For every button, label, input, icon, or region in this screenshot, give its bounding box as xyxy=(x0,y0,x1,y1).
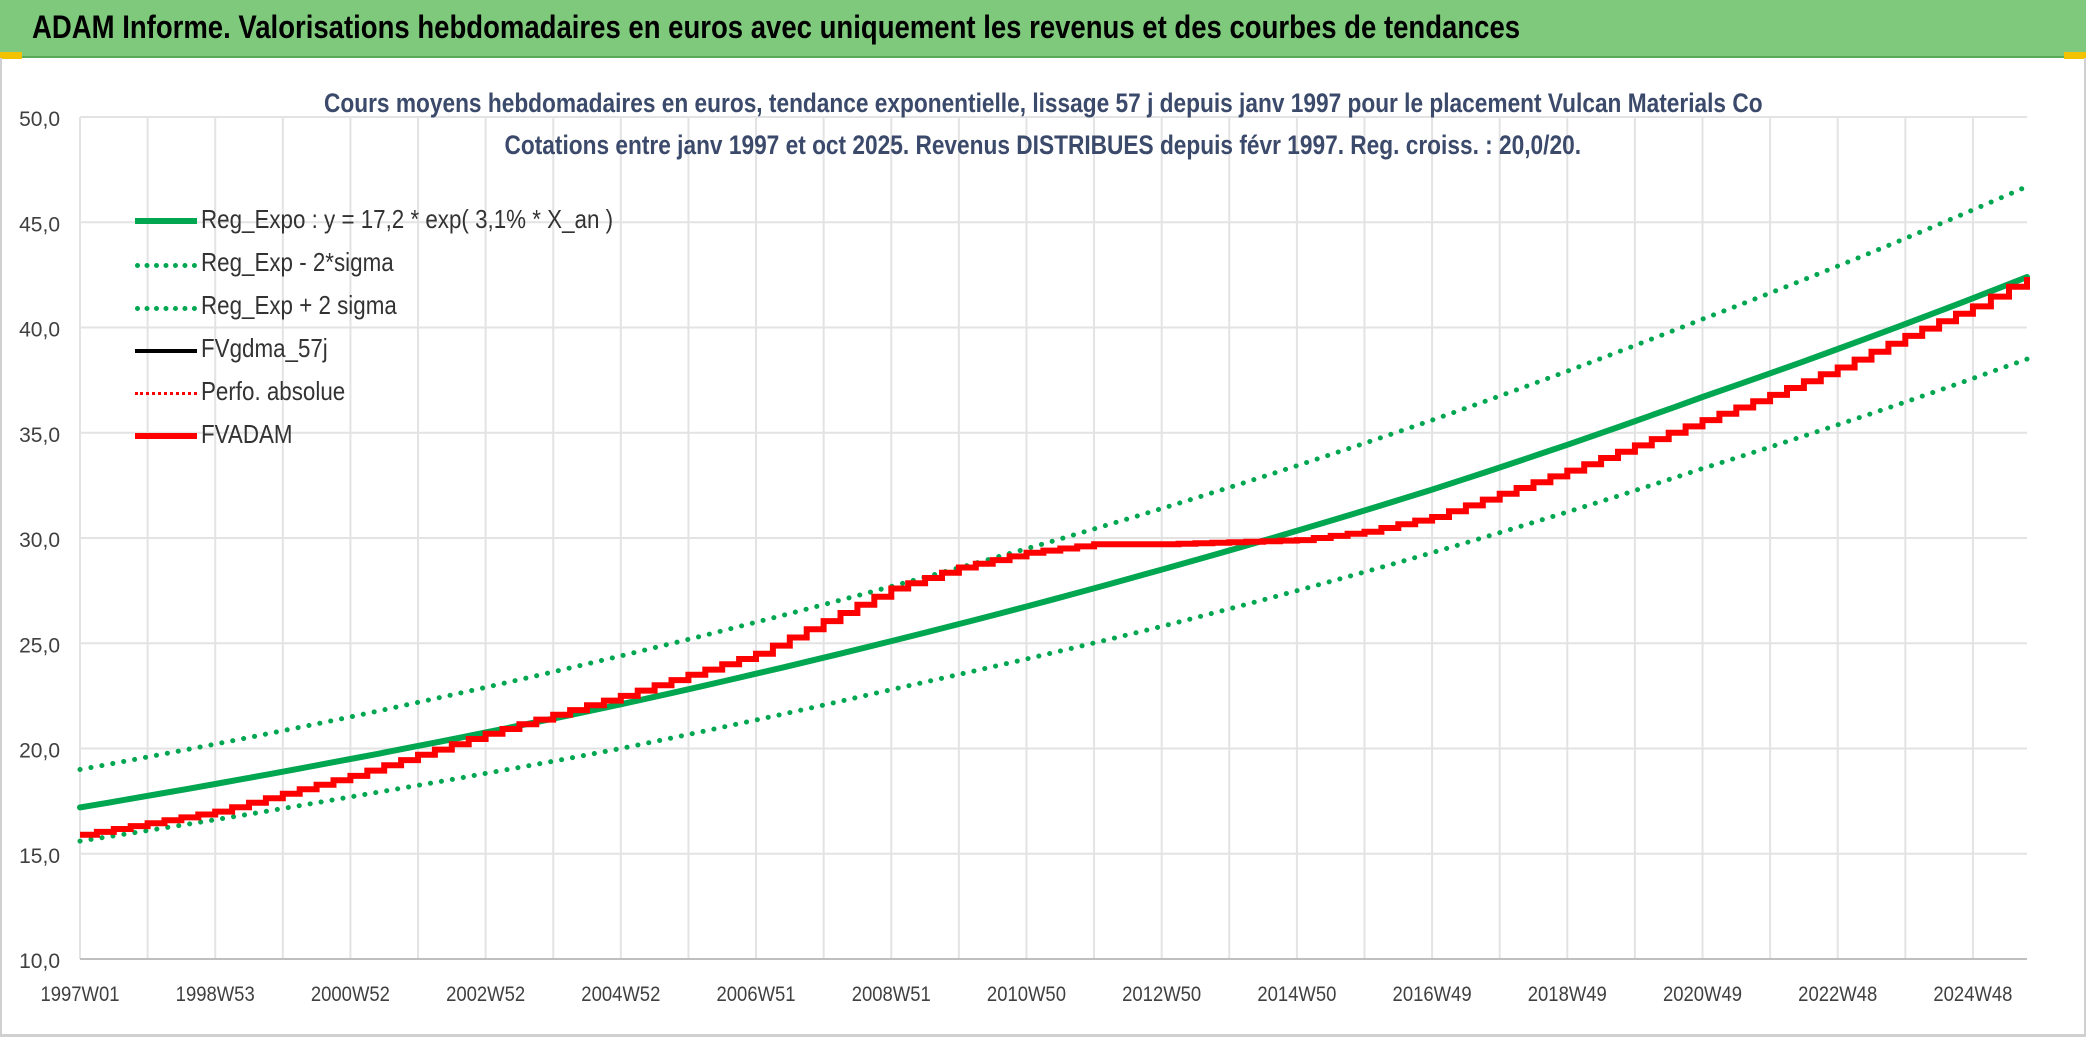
y-tick-label: 40,0 xyxy=(19,319,60,342)
x-tick-label: 2006W51 xyxy=(717,983,796,1006)
legend-label-reg-expo: Reg_Expo : y = 17,2 * exp( 3,1% * X_an ) xyxy=(201,204,614,234)
fvadam-line xyxy=(80,277,2030,838)
legend-label-reg-exp-plus: Reg_Exp + 2 sigma xyxy=(201,290,397,320)
legend-swatch-reg-expo xyxy=(135,218,197,224)
legend-swatch-fvgdma xyxy=(135,349,197,353)
chart-title: Cours moyens hebdomadaires en euros, ten… xyxy=(323,88,1763,118)
y-tick-label: 10,0 xyxy=(19,950,60,973)
y-tick-label: 50,0 xyxy=(19,108,60,131)
y-tick-label: 35,0 xyxy=(19,424,60,447)
chart-frame xyxy=(0,58,2086,1037)
reg-expo-line xyxy=(77,274,2030,811)
x-tick-label: 2020W49 xyxy=(1663,983,1742,1006)
x-tick-label: 2002W52 xyxy=(446,983,525,1006)
legend-label-fvadam: FVADAM xyxy=(201,419,293,449)
x-tick-label: 1998W53 xyxy=(176,983,255,1006)
x-tick-label: 2024W48 xyxy=(1933,983,2012,1006)
legend-swatch-reg-exp-minus xyxy=(135,263,197,268)
y-tick-label: 25,0 xyxy=(19,634,60,657)
x-tick-label: 2012W50 xyxy=(1122,983,1201,1006)
corner-marker-right xyxy=(2064,52,2086,59)
reg-exp-minus-line xyxy=(77,356,2030,844)
legend-swatch-perfo-absolue xyxy=(135,392,197,395)
x-tick-label: 2016W49 xyxy=(1393,983,1472,1006)
x-tick-label: 2008W51 xyxy=(852,983,931,1006)
legend-label-perfo-absolue: Perfo. absolue xyxy=(201,376,346,406)
legend-swatch-reg-exp-plus xyxy=(135,306,197,311)
x-tick-label: 2010W50 xyxy=(987,983,1066,1006)
x-tick-label: 2022W48 xyxy=(1798,983,1877,1006)
x-tick-label: 2018W49 xyxy=(1528,983,1607,1006)
reg-exp-plus-line xyxy=(77,184,2030,772)
y-tick-label: 15,0 xyxy=(19,845,60,868)
y-tick-label: 45,0 xyxy=(19,213,60,236)
x-tick-label: 2000W52 xyxy=(311,983,390,1006)
report-title: ADAM Informe. Valorisations hebdomadaire… xyxy=(32,9,1521,45)
legend-label-reg-exp-minus: Reg_Exp - 2*sigma xyxy=(201,247,394,277)
report-banner: ADAM Informe. Valorisations hebdomadaire… xyxy=(0,0,2086,58)
legend-label-fvgdma: FVgdma_57j xyxy=(201,333,328,363)
y-tick-label: 30,0 xyxy=(19,529,60,552)
corner-marker-left xyxy=(0,52,22,59)
y-tick-label: 20,0 xyxy=(19,740,60,763)
x-tick-label: 2004W52 xyxy=(581,983,660,1006)
x-tick-label: 1997W01 xyxy=(40,983,119,1006)
chart-subtitle: Cotations entre janv 1997 et oct 2025. R… xyxy=(504,130,1582,160)
x-tick-label: 2014W50 xyxy=(1257,983,1336,1006)
legend-swatch-fvadam xyxy=(135,433,197,439)
